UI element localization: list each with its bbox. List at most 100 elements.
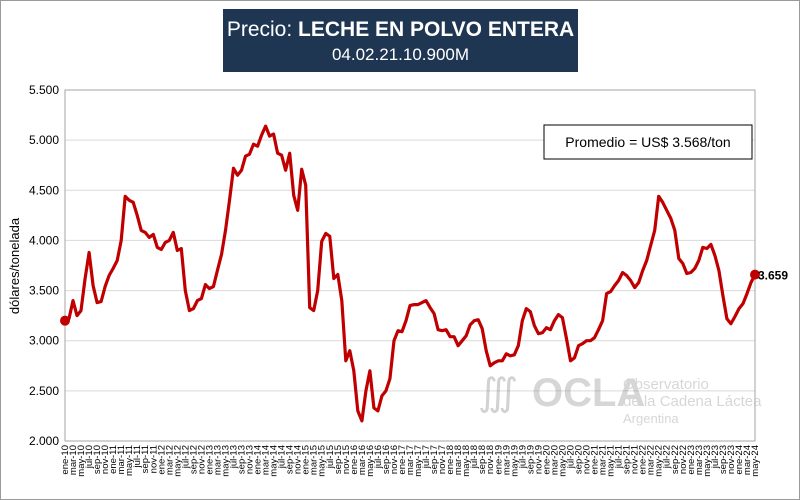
x-tick-label: ene-19	[493, 445, 504, 475]
series-line	[63, 124, 757, 423]
x-tick-label: sep-19	[525, 445, 536, 474]
y-tick-label: 4.500	[29, 183, 59, 197]
x-tick-label: may-11	[124, 445, 135, 476]
x-tick-label: mar-24	[742, 445, 753, 475]
x-tick-label: nov-12	[196, 445, 207, 474]
ocla-watermark: ∭ OCLA Observatorio de la Cadena Láctea …	[478, 371, 762, 426]
x-tick-label: mar-13	[212, 445, 223, 475]
x-tick-label: may-19	[509, 445, 520, 477]
x-tick-label: sep-21	[622, 445, 633, 474]
x-tick-label: ene-15	[301, 445, 312, 475]
x-tick-label: sep-22	[670, 445, 681, 474]
x-tick-label: may-10	[76, 445, 87, 477]
start-point-marker	[60, 315, 70, 326]
x-tick-label: may-15	[317, 445, 328, 477]
chart-subtitle: 04.02.21.10.900M	[331, 45, 470, 64]
x-tick-label: ene-16	[349, 445, 360, 475]
x-tick-label: mar-10	[68, 445, 79, 475]
x-tick-label: may-16	[365, 445, 376, 477]
y-tick-label: 4.000	[29, 233, 59, 247]
x-tick-label: jul-12	[180, 445, 191, 469]
x-tick-label: ene-11	[108, 445, 119, 474]
x-tick-label: nov-10	[100, 445, 111, 474]
x-tick-label: ene-17	[397, 445, 408, 475]
title-product: LECHE EN POLVO ENTERA	[298, 18, 575, 41]
x-tick-label: ene-21	[590, 445, 601, 475]
x-tick-label: nov-21	[630, 445, 641, 474]
x-tick-label: nov-23	[726, 445, 737, 474]
x-tick-label: jul-15	[325, 445, 336, 469]
x-tick-label: nov-14	[293, 445, 304, 474]
x-tick-label: mar-11	[116, 445, 127, 474]
x-tick-label: nov-13	[245, 445, 256, 474]
y-tick-label: 2.000	[29, 434, 59, 448]
x-tick-label: ene-13	[204, 445, 215, 475]
x-tick-label: ene-12	[156, 445, 167, 475]
y-tick-label: 3.000	[29, 334, 59, 348]
x-tick-label: sep-17	[429, 445, 440, 474]
x-tick-label: jul-22	[662, 445, 673, 469]
x-tick-label: mar-23	[694, 445, 705, 475]
x-tick-label: sep-23	[718, 445, 729, 474]
x-tick-label: jul-10	[84, 445, 95, 469]
x-tick-label: nov-22	[678, 445, 689, 474]
x-tick-label: sep-13	[237, 445, 248, 474]
end-point-marker	[750, 269, 760, 280]
x-tick-label: jul-21	[614, 445, 625, 469]
x-tick-label: nov-16	[389, 445, 400, 474]
x-tick-label: may-12	[172, 445, 183, 477]
x-tick-label: may-23	[702, 445, 713, 477]
x-tick-label: ene-18	[445, 445, 456, 475]
x-tick-label: sep-20	[573, 445, 584, 474]
last-value-label: 3.659	[758, 269, 788, 283]
average-annotation: Promedio = US$ 3.568/ton	[543, 124, 753, 160]
y-tick-label: 5.500	[29, 83, 59, 97]
x-tick-label: mar-16	[357, 445, 368, 475]
x-tick-label: jul-14	[277, 445, 288, 469]
x-tick-label: sep-12	[188, 445, 199, 474]
watermark-line1: Observatorio	[623, 376, 709, 393]
x-tick-label: jul-19	[517, 445, 528, 469]
x-tick-label: ene-24	[734, 445, 745, 475]
watermark-brand: OCLA	[532, 371, 645, 415]
x-tick-label: may-13	[220, 445, 231, 477]
x-tick-label: jul-16	[373, 445, 384, 469]
x-tick-label: sep-18	[477, 445, 488, 474]
watermark-line3: Argentina	[623, 411, 679, 426]
x-tick-label: may-14	[269, 445, 280, 477]
x-tick-label: ene-22	[638, 445, 649, 475]
x-tick-label: ene-20	[541, 445, 552, 475]
title-prefix: Precio:	[226, 18, 293, 41]
x-tick-label: may-17	[413, 445, 424, 477]
average-label: Promedio = US$ 3.568/ton	[565, 134, 730, 150]
chart-title: Precio: LECHE EN POLVO ENTERA	[223, 17, 578, 43]
x-tick-label: may-18	[461, 445, 472, 477]
x-tick-label: jul-23	[710, 445, 721, 469]
y-tick-label: 3.500	[29, 284, 59, 298]
x-tick-label: jul-17	[421, 445, 432, 469]
x-tick-label: nov-20	[582, 445, 593, 474]
x-tick-label: sep-16	[381, 445, 392, 474]
plot-area	[64, 89, 756, 442]
x-tick-label: nov-19	[533, 445, 544, 474]
y-axis-label: dólares/tonelada	[7, 217, 22, 314]
x-tick-label: sep-14	[285, 445, 296, 474]
x-tick-label: mar-15	[309, 445, 320, 475]
x-tick-label: mar-12	[164, 445, 175, 475]
x-tick-label: nov-18	[485, 445, 496, 474]
x-tick-label: may-21	[606, 445, 617, 477]
x-tick-label: mar-22	[646, 445, 657, 475]
x-tick-label: may-22	[654, 445, 665, 477]
y-tick-label: 5.000	[29, 133, 59, 147]
x-tick-label: jul-13	[228, 445, 239, 469]
x-tick-label: mar-17	[405, 445, 416, 475]
x-tick-label: may-24	[750, 445, 761, 477]
x-tick-label: nov-15	[341, 445, 352, 474]
watermark-brand-icon: ∭	[478, 372, 518, 414]
x-tick-label: jul-11	[132, 445, 143, 469]
watermark-line2: de la Cadena Láctea	[623, 393, 762, 410]
x-tick-label: mar-21	[598, 445, 609, 475]
x-tick-label: mar-14	[261, 445, 272, 475]
